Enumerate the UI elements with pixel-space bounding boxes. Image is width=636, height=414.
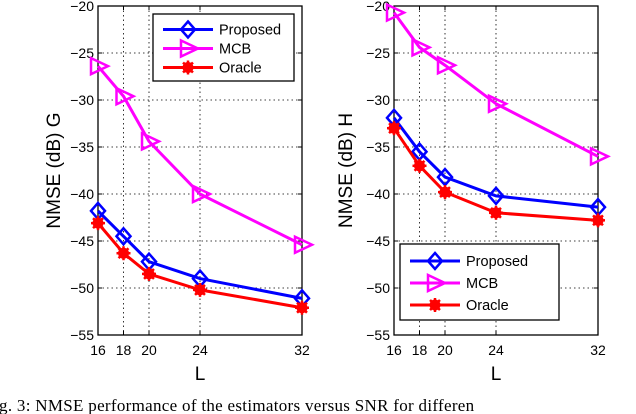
asterisk-stroke bbox=[296, 301, 308, 314]
y-tick-label: −30 bbox=[70, 92, 94, 108]
legend-label: MCB bbox=[219, 42, 251, 58]
asterisk-stroke bbox=[439, 186, 451, 198]
triangle-marker bbox=[89, 56, 111, 77]
series-line bbox=[96, 209, 303, 300]
y-tick-label: −20 bbox=[366, 0, 390, 14]
triangle-marker bbox=[385, 2, 407, 23]
y-tick-label: −35 bbox=[366, 139, 390, 155]
asterisk-stroke bbox=[413, 159, 426, 172]
x-tick-label: 20 bbox=[141, 342, 157, 358]
y-tick-label: −45 bbox=[70, 233, 94, 249]
triangle-marker bbox=[179, 38, 201, 59]
diamond-marker bbox=[179, 19, 197, 40]
diamond-marker bbox=[487, 185, 505, 206]
triangle-marker bbox=[426, 273, 448, 293]
asterisk-stroke bbox=[182, 61, 194, 74]
asterisk-marker bbox=[412, 158, 427, 173]
y-tick-label: −45 bbox=[366, 233, 390, 249]
x-axis-label: L bbox=[195, 364, 206, 385]
legend-label: Oracle bbox=[466, 298, 509, 314]
series-line bbox=[392, 11, 599, 158]
asterisk-stroke bbox=[490, 206, 502, 219]
triangle-marker bbox=[191, 184, 213, 204]
asterisk-stroke bbox=[388, 122, 400, 135]
y-tick-label: −50 bbox=[366, 280, 390, 296]
triangle-marker bbox=[487, 93, 509, 114]
y-tick-label: −20 bbox=[70, 0, 94, 14]
triangle-marker bbox=[411, 37, 433, 58]
diamond-marker bbox=[114, 226, 133, 247]
series-mcb bbox=[385, 2, 611, 167]
y-tick-label: −50 bbox=[70, 280, 94, 296]
x-tick-label: 24 bbox=[192, 342, 208, 358]
triangle-marker bbox=[436, 55, 458, 76]
x-tick-label: 16 bbox=[386, 342, 402, 358]
y-tick-label: −55 bbox=[70, 327, 94, 343]
legend-label: Oracle bbox=[219, 61, 262, 77]
asterisk-stroke bbox=[92, 217, 104, 229]
series-oracle bbox=[387, 121, 605, 228]
asterisk-marker bbox=[91, 216, 105, 231]
x-tick-label: 18 bbox=[116, 342, 132, 358]
x-tick-label: 16 bbox=[90, 342, 106, 358]
legend: Proposed MCB Oracle bbox=[152, 13, 295, 82]
asterisk-stroke bbox=[117, 247, 130, 260]
series-line bbox=[96, 65, 303, 247]
x-tick-label: 20 bbox=[437, 342, 453, 358]
asterisk-stroke bbox=[194, 284, 206, 296]
y-tick-label: −40 bbox=[366, 186, 390, 202]
asterisk-stroke bbox=[143, 268, 155, 280]
y-tick-label: −35 bbox=[70, 139, 94, 155]
x-tick-label: 32 bbox=[294, 342, 310, 358]
asterisk-stroke bbox=[592, 214, 604, 227]
legend-label: Proposed bbox=[219, 23, 281, 39]
asterisk-marker bbox=[295, 300, 309, 315]
asterisk-marker bbox=[438, 185, 452, 200]
triangle-marker bbox=[293, 234, 315, 255]
asterisk-marker bbox=[181, 60, 195, 75]
series-mcb bbox=[89, 56, 315, 255]
asterisk-marker bbox=[489, 205, 503, 220]
asterisk-stroke bbox=[429, 299, 441, 311]
y-tick-label: −25 bbox=[70, 45, 94, 61]
triangle-marker bbox=[589, 146, 611, 167]
triangle-marker bbox=[140, 131, 162, 152]
diamond-marker bbox=[436, 167, 454, 187]
y-tick-label: −55 bbox=[366, 327, 390, 343]
triangle-marker bbox=[115, 86, 137, 107]
asterisk-marker bbox=[116, 246, 131, 261]
legend: Proposed MCB Oracle bbox=[399, 243, 560, 321]
y-tick-label: −40 bbox=[70, 186, 94, 202]
asterisk-marker bbox=[591, 213, 605, 228]
x-tick-label: 32 bbox=[590, 342, 606, 358]
diamond-marker bbox=[426, 251, 444, 271]
y-axis-label: NMSE (dB) G bbox=[44, 112, 65, 228]
y-axis-label: NMSE (dB) H bbox=[336, 113, 357, 228]
legend-label: Proposed bbox=[466, 254, 528, 270]
x-tick-label: 24 bbox=[488, 342, 504, 358]
asterisk-marker bbox=[428, 298, 442, 312]
x-tick-label: 18 bbox=[412, 342, 428, 358]
x-axis-label: L bbox=[491, 364, 502, 385]
y-tick-label: −30 bbox=[366, 92, 390, 108]
legend-label: MCB bbox=[466, 276, 498, 292]
series-oracle bbox=[91, 216, 309, 315]
asterisk-marker bbox=[142, 266, 156, 281]
series-line bbox=[392, 116, 599, 209]
y-tick-label: −25 bbox=[366, 45, 390, 61]
figure-caption: ig. 3: NMSE performance of the estimator… bbox=[0, 396, 475, 414]
asterisk-marker bbox=[193, 282, 207, 297]
asterisk-marker bbox=[387, 121, 401, 136]
